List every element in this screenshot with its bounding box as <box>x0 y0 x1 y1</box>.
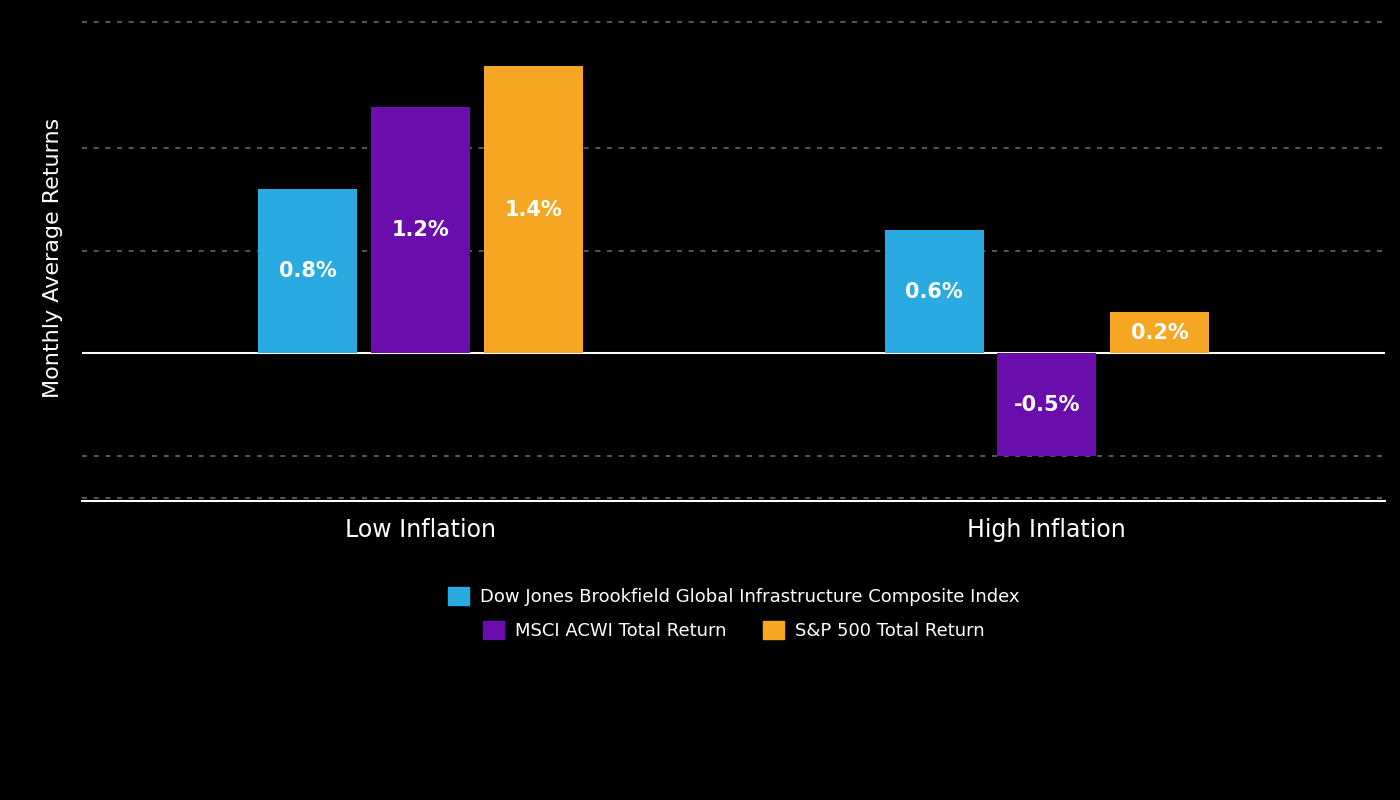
Bar <box>1110 312 1210 354</box>
Text: 0.6%: 0.6% <box>906 282 963 302</box>
Bar <box>885 230 984 354</box>
Text: 0.2%: 0.2% <box>1131 322 1189 342</box>
Text: -0.5%: -0.5% <box>1014 394 1079 414</box>
Text: 1.4%: 1.4% <box>504 200 563 220</box>
Legend: MSCI ACWI Total Return, S&P 500 Total Return: MSCI ACWI Total Return, S&P 500 Total Re… <box>476 614 993 647</box>
Text: 0.8%: 0.8% <box>279 262 337 282</box>
Y-axis label: Monthly Average Returns: Monthly Average Returns <box>43 118 63 398</box>
Bar <box>371 107 470 354</box>
Bar <box>997 354 1096 456</box>
Text: 1.2%: 1.2% <box>392 220 449 240</box>
Bar <box>258 190 357 354</box>
Bar <box>484 66 582 354</box>
